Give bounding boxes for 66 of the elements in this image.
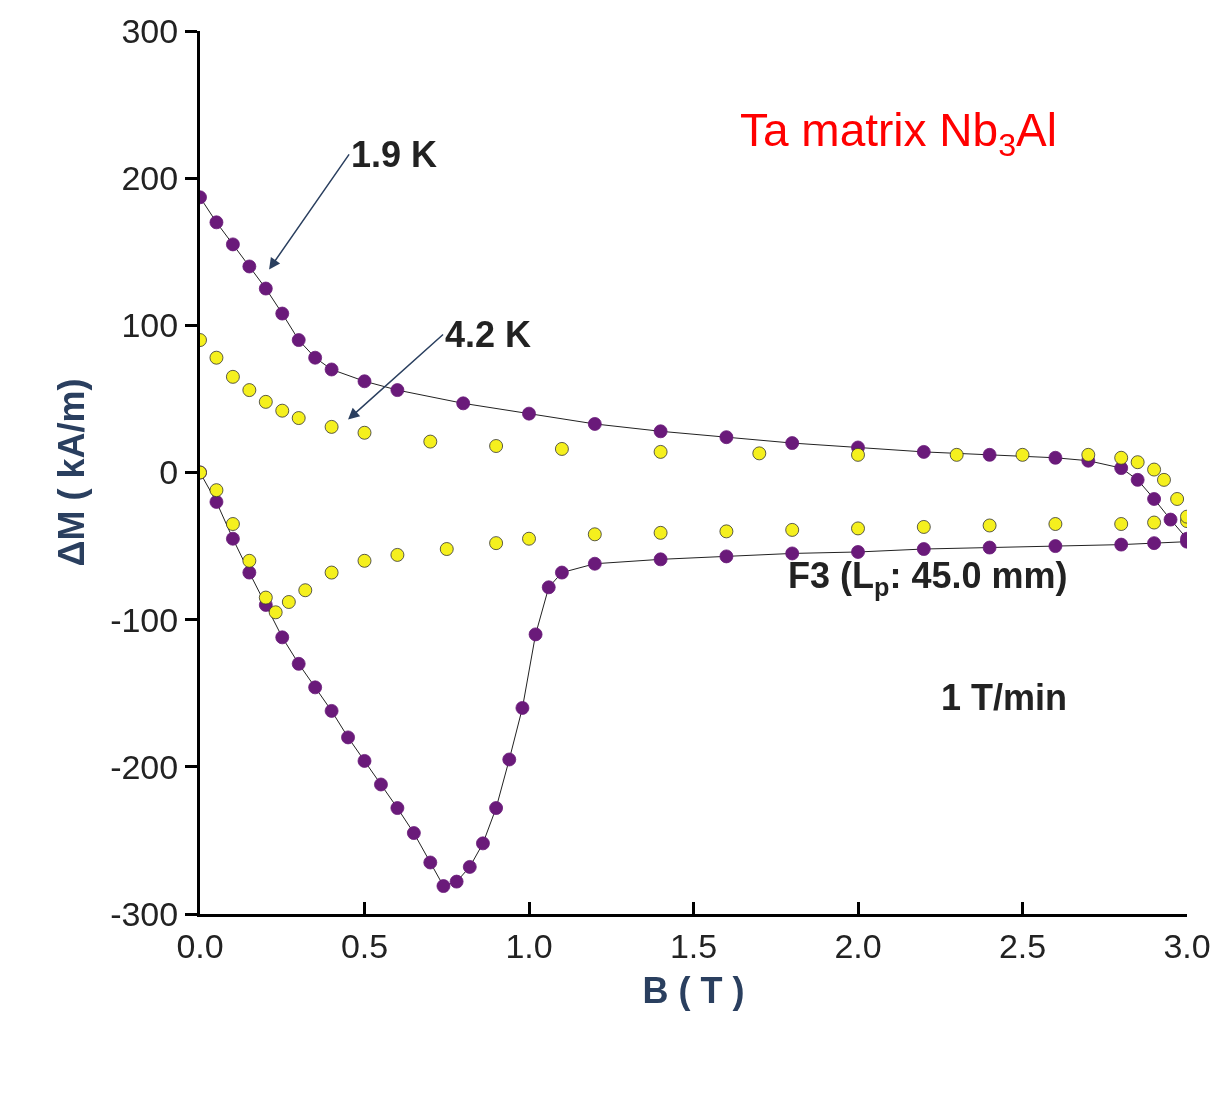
point [489,439,503,453]
point [587,527,602,542]
y-tick-label: -300 [110,894,179,933]
point [916,520,931,534]
point [209,350,224,365]
point [298,583,313,598]
point [324,419,339,434]
x-tick-label: 3.0 [1163,926,1211,965]
y-tick-label: -100 [110,600,179,639]
y-tick-label: -200 [110,747,179,786]
point [982,518,997,533]
point [226,517,240,531]
point [1147,462,1161,477]
point [555,442,569,456]
y-tick-label: 300 [121,11,179,50]
point [489,536,503,551]
y-tick-label: 200 [121,159,179,198]
point [1170,492,1185,506]
point [390,548,405,562]
point [1081,447,1096,462]
x-tick-label: 0.0 [176,926,224,965]
point [653,525,668,540]
point [1048,517,1063,531]
annotation: 4.2 K [445,314,532,355]
point [1147,515,1161,530]
point [1015,447,1030,462]
point [439,542,454,556]
point [226,369,240,384]
point [357,425,372,440]
point [242,383,257,397]
point [785,523,800,537]
point [258,590,273,605]
x-tick-label: 2.0 [834,926,882,965]
y-tick-label: 0 [159,453,179,492]
point [1157,472,1171,487]
point [258,394,273,409]
annotation: Ta matrix Nb$_{3}$Al [740,104,1057,163]
y-axis-title: ΔM ( kA/m) [51,378,93,567]
x-axis-title: B ( T ) [642,970,745,1012]
point [851,447,865,462]
annotation: 1 T/min [941,677,1068,718]
point [851,521,865,536]
x-tick-label: 2.5 [998,926,1047,965]
point [242,553,257,568]
point [324,565,339,580]
point [1130,455,1145,470]
annotation: F3 (L$_{p}$: 45.0 mm) [788,555,1068,601]
x-tick-label: 1.0 [505,926,553,965]
point [281,595,296,609]
point [357,553,372,568]
point [719,524,734,539]
point [1114,517,1129,531]
point [653,445,668,459]
y-tick-label: 100 [121,306,179,345]
point [423,434,438,449]
annotation: 1.9 K [351,134,438,175]
x-tick-label: 1.5 [669,926,718,965]
point [275,403,290,418]
point [268,605,283,620]
point [1114,450,1129,465]
x-tick-label: 0.5 [340,926,389,965]
point [209,483,224,498]
point [291,411,306,425]
point [949,447,964,462]
point [752,446,767,461]
point [522,531,536,546]
